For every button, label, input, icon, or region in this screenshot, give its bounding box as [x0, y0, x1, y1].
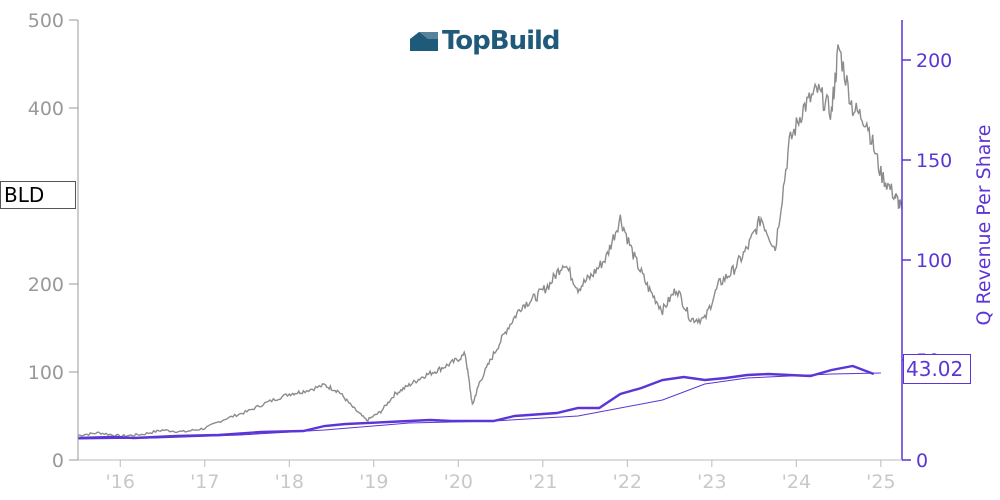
ticker-label: BLD — [0, 181, 76, 209]
x-axis-tick-label: '19 — [359, 471, 388, 493]
right-axis-title: Q Revenue Per Share — [973, 125, 995, 326]
x-axis-tick-label: '17 — [190, 471, 219, 493]
plot-lines — [77, 44, 903, 440]
price-series-line — [77, 44, 903, 439]
x-axis-tick-label: '24 — [782, 471, 811, 493]
x-axis-tick-label: '20 — [444, 471, 473, 493]
roof-icon — [410, 32, 438, 51]
right-axis-tick-label: 100 — [916, 250, 952, 272]
revenue-series-line — [77, 364, 875, 440]
x-axis-tick-label: '25 — [866, 471, 895, 493]
left-axis-tick-label: 400 — [28, 98, 64, 120]
x-axis-tick-label: '18 — [275, 471, 304, 493]
x-axis-tick-label: '23 — [697, 471, 726, 493]
left-axis-tick-label: 500 — [28, 10, 64, 32]
brand-name: TopBuild — [442, 26, 561, 56]
x-axis: '16 '17 '18 '19 '20 '21 '22 '23 '24 '25 — [78, 459, 902, 493]
right-axis: 050100150200 — [901, 20, 952, 472]
x-axis-tick-label: '21 — [528, 471, 557, 493]
right-axis-tick-label: 200 — [916, 50, 952, 72]
brand-logo: TopBuild — [410, 26, 561, 56]
left-axis-tick-label: 100 — [28, 362, 64, 384]
last-value-label: 43.02 — [903, 354, 971, 384]
left-axis: 0 100 200 400 500 — [28, 10, 79, 472]
right-axis-tick-label: 0 — [916, 450, 928, 472]
left-axis-tick-label: 200 — [28, 274, 64, 296]
x-axis-tick-label: '22 — [613, 471, 642, 493]
x-axis-tick-label: '16 — [106, 471, 135, 493]
left-axis-tick-label: 0 — [52, 450, 64, 472]
right-axis-tick-label: 150 — [916, 150, 952, 172]
